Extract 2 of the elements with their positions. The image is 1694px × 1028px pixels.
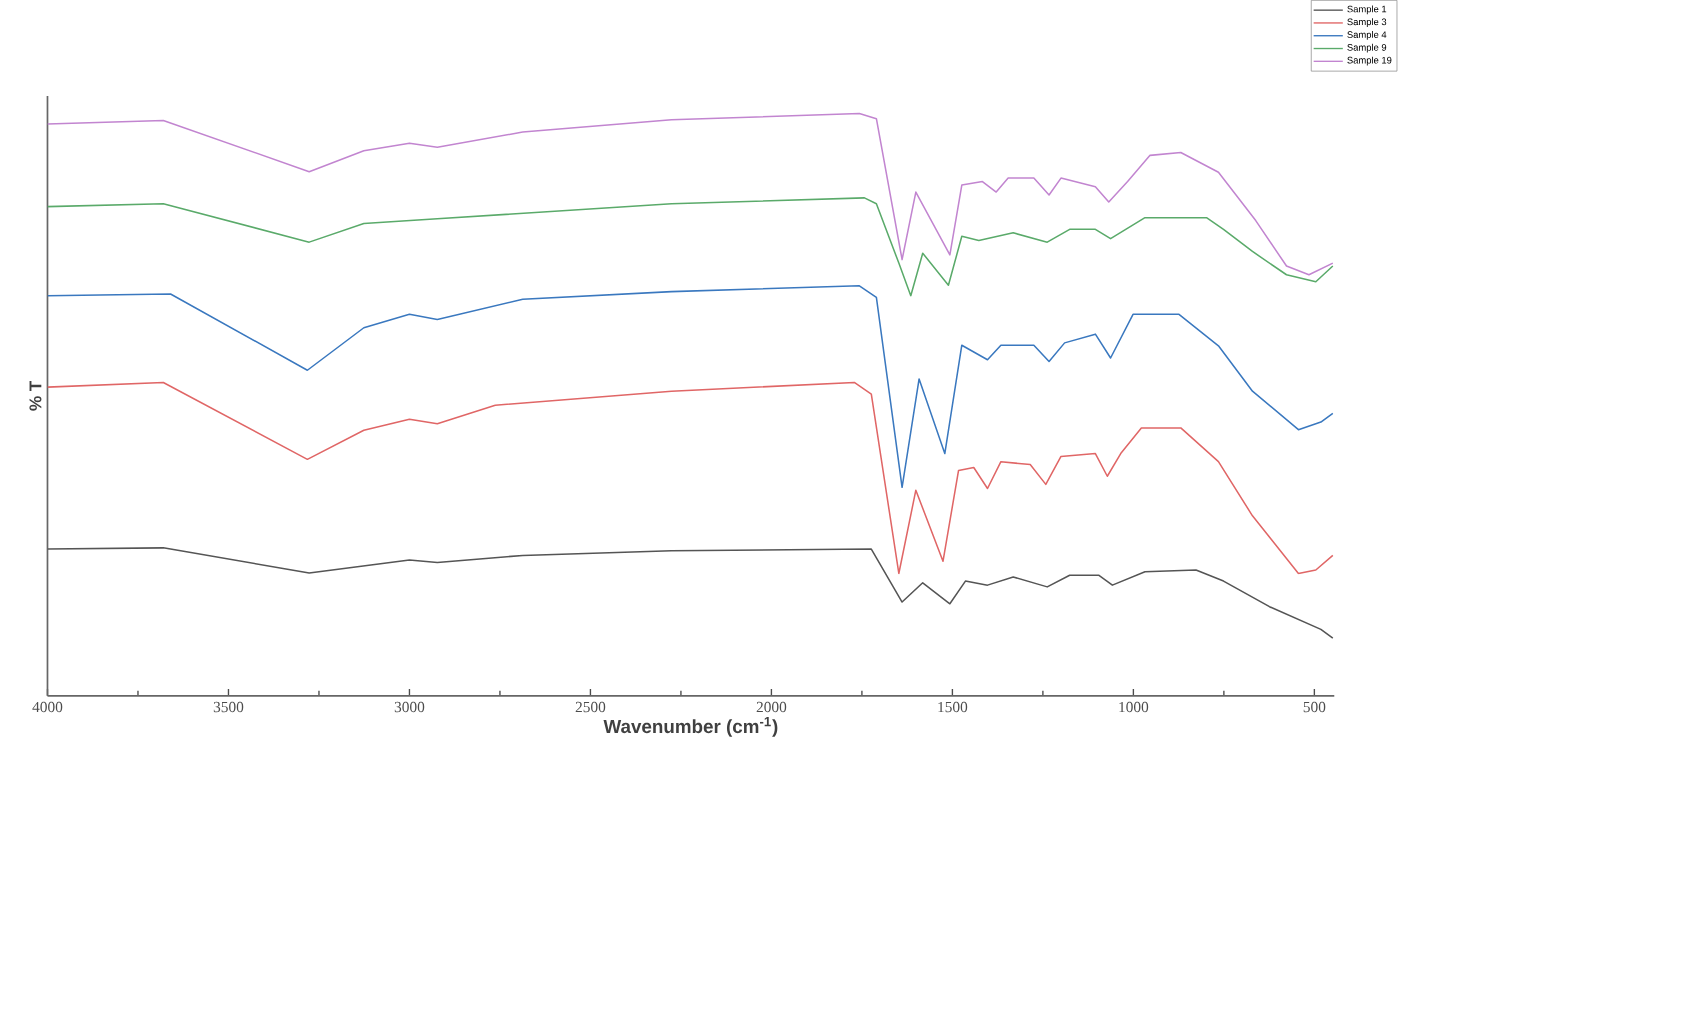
x-axis-title: Wavenumber (cm$^{-1}$) [603,717,778,737]
y-axis-title: % T [29,381,42,411]
